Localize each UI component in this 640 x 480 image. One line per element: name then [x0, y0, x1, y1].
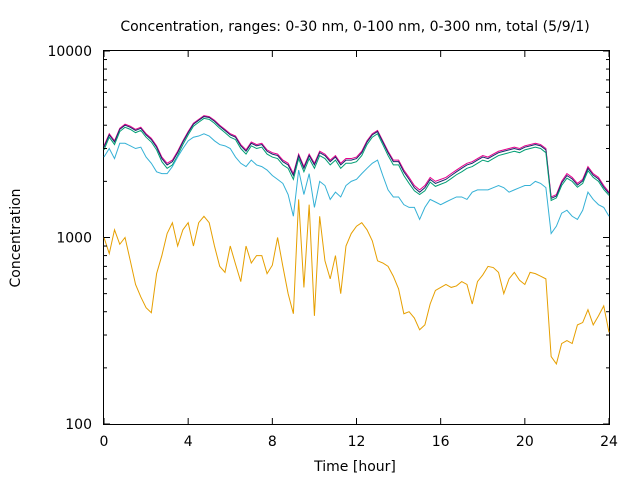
y-tick-label: 10000 [47, 44, 92, 60]
y-tick-label: 100 [65, 417, 92, 433]
series-line-3 [103, 117, 610, 202]
series-line-5 [103, 199, 610, 366]
x-tick-label: 8 [268, 434, 277, 450]
x-tick-label: 4 [184, 434, 193, 450]
y-axis-label: Concentration [8, 188, 24, 287]
x-tick-label: 16 [432, 434, 450, 450]
series-line-1 [103, 115, 610, 198]
x-tick-label: 0 [100, 434, 109, 450]
series-line-4 [103, 133, 610, 235]
x-tick-label: 24 [600, 434, 618, 450]
series-line-2 [103, 116, 610, 200]
x-axis-label: Time [hour] [313, 459, 396, 475]
x-axis-ticks: 0 4 8 12 16 20 24 [100, 51, 618, 450]
y-axis-ticks: 100 1000 10000 [47, 44, 609, 433]
series-layer [103, 115, 610, 366]
x-tick-label: 12 [348, 434, 366, 450]
chart-title: Concentration, ranges: 0-30 nm, 0-100 nm… [120, 19, 589, 35]
x-tick-label: 20 [516, 434, 534, 450]
y-tick-label: 1000 [56, 231, 92, 247]
plot-frame [103, 50, 610, 425]
